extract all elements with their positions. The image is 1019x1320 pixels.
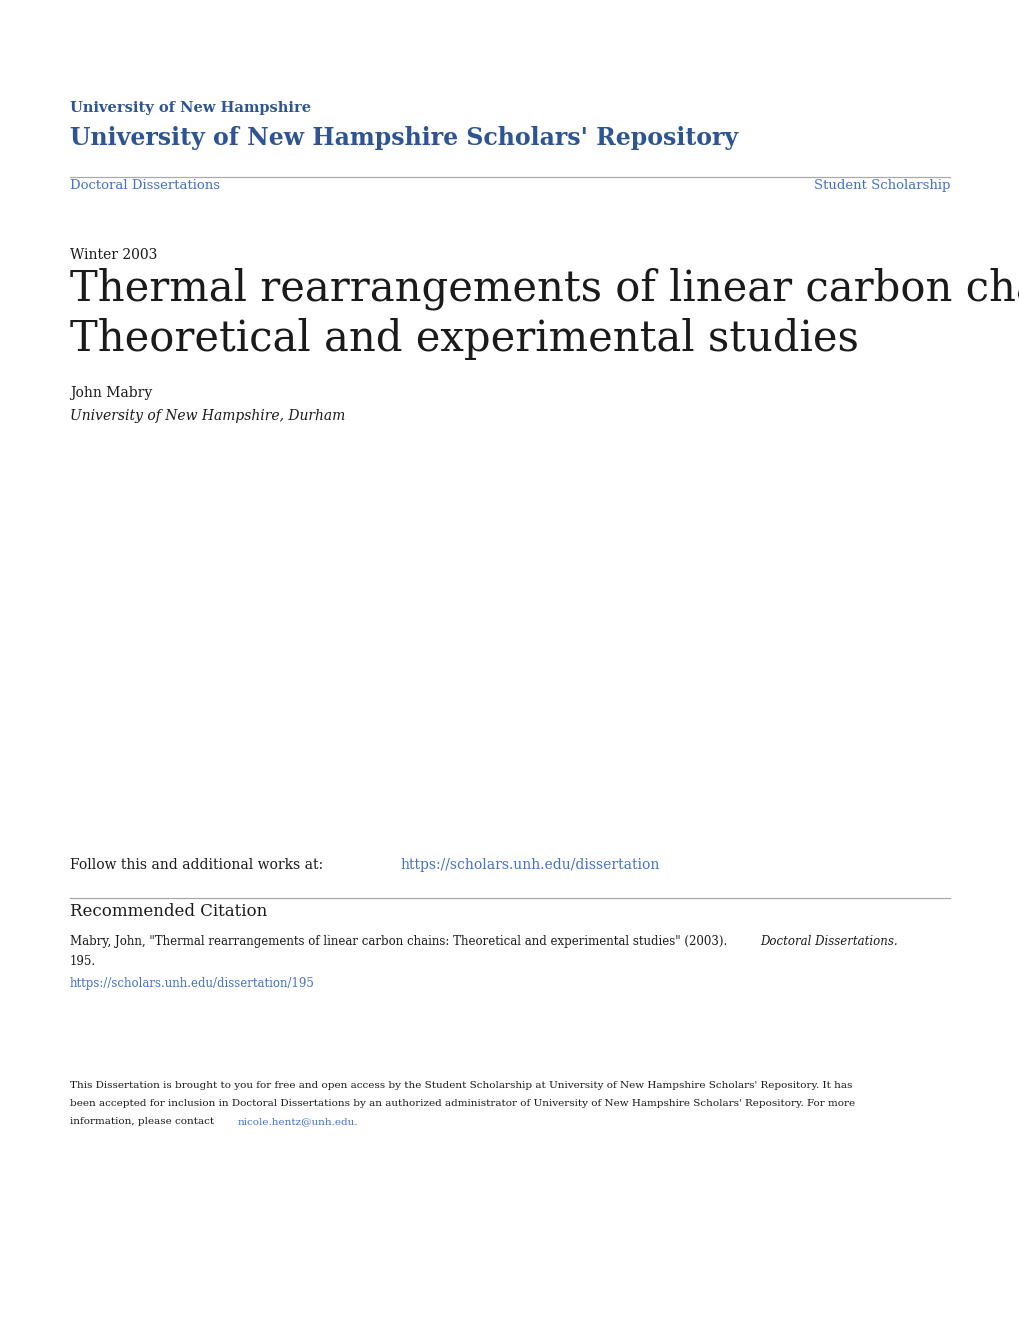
Text: Follow this and additional works at:: Follow this and additional works at:	[70, 858, 327, 873]
Text: 195.: 195.	[70, 954, 96, 968]
Text: Student Scholarship: Student Scholarship	[813, 180, 949, 191]
Text: John Mabry: John Mabry	[70, 385, 152, 400]
Text: Theoretical and experimental studies: Theoretical and experimental studies	[70, 318, 858, 360]
Text: University of New Hampshire: University of New Hampshire	[70, 102, 311, 115]
Text: Doctoral Dissertations: Doctoral Dissertations	[70, 180, 220, 191]
Text: Winter 2003: Winter 2003	[70, 248, 157, 261]
Text: This Dissertation is brought to you for free and open access by the Student Scho: This Dissertation is brought to you for …	[70, 1081, 852, 1090]
Text: information, please contact: information, please contact	[70, 1117, 217, 1126]
Text: https://scholars.unh.edu/dissertation/195: https://scholars.unh.edu/dissertation/19…	[70, 977, 315, 990]
Text: Recommended Citation: Recommended Citation	[70, 903, 267, 920]
Text: https://scholars.unh.edu/dissertation: https://scholars.unh.edu/dissertation	[399, 858, 658, 873]
Text: University of New Hampshire, Durham: University of New Hampshire, Durham	[70, 409, 344, 422]
Text: nicole.hentz@unh.edu.: nicole.hentz@unh.edu.	[237, 1117, 358, 1126]
Text: Doctoral Dissertations.: Doctoral Dissertations.	[759, 935, 897, 948]
Text: Thermal rearrangements of linear carbon chains:: Thermal rearrangements of linear carbon …	[70, 268, 1019, 310]
Text: University of New Hampshire Scholars' Repository: University of New Hampshire Scholars' Re…	[70, 125, 738, 150]
Text: Mabry, John, "Thermal rearrangements of linear carbon chains: Theoretical and ex: Mabry, John, "Thermal rearrangements of …	[70, 935, 731, 948]
Text: been accepted for inclusion in Doctoral Dissertations by an authorized administr: been accepted for inclusion in Doctoral …	[70, 1100, 854, 1107]
